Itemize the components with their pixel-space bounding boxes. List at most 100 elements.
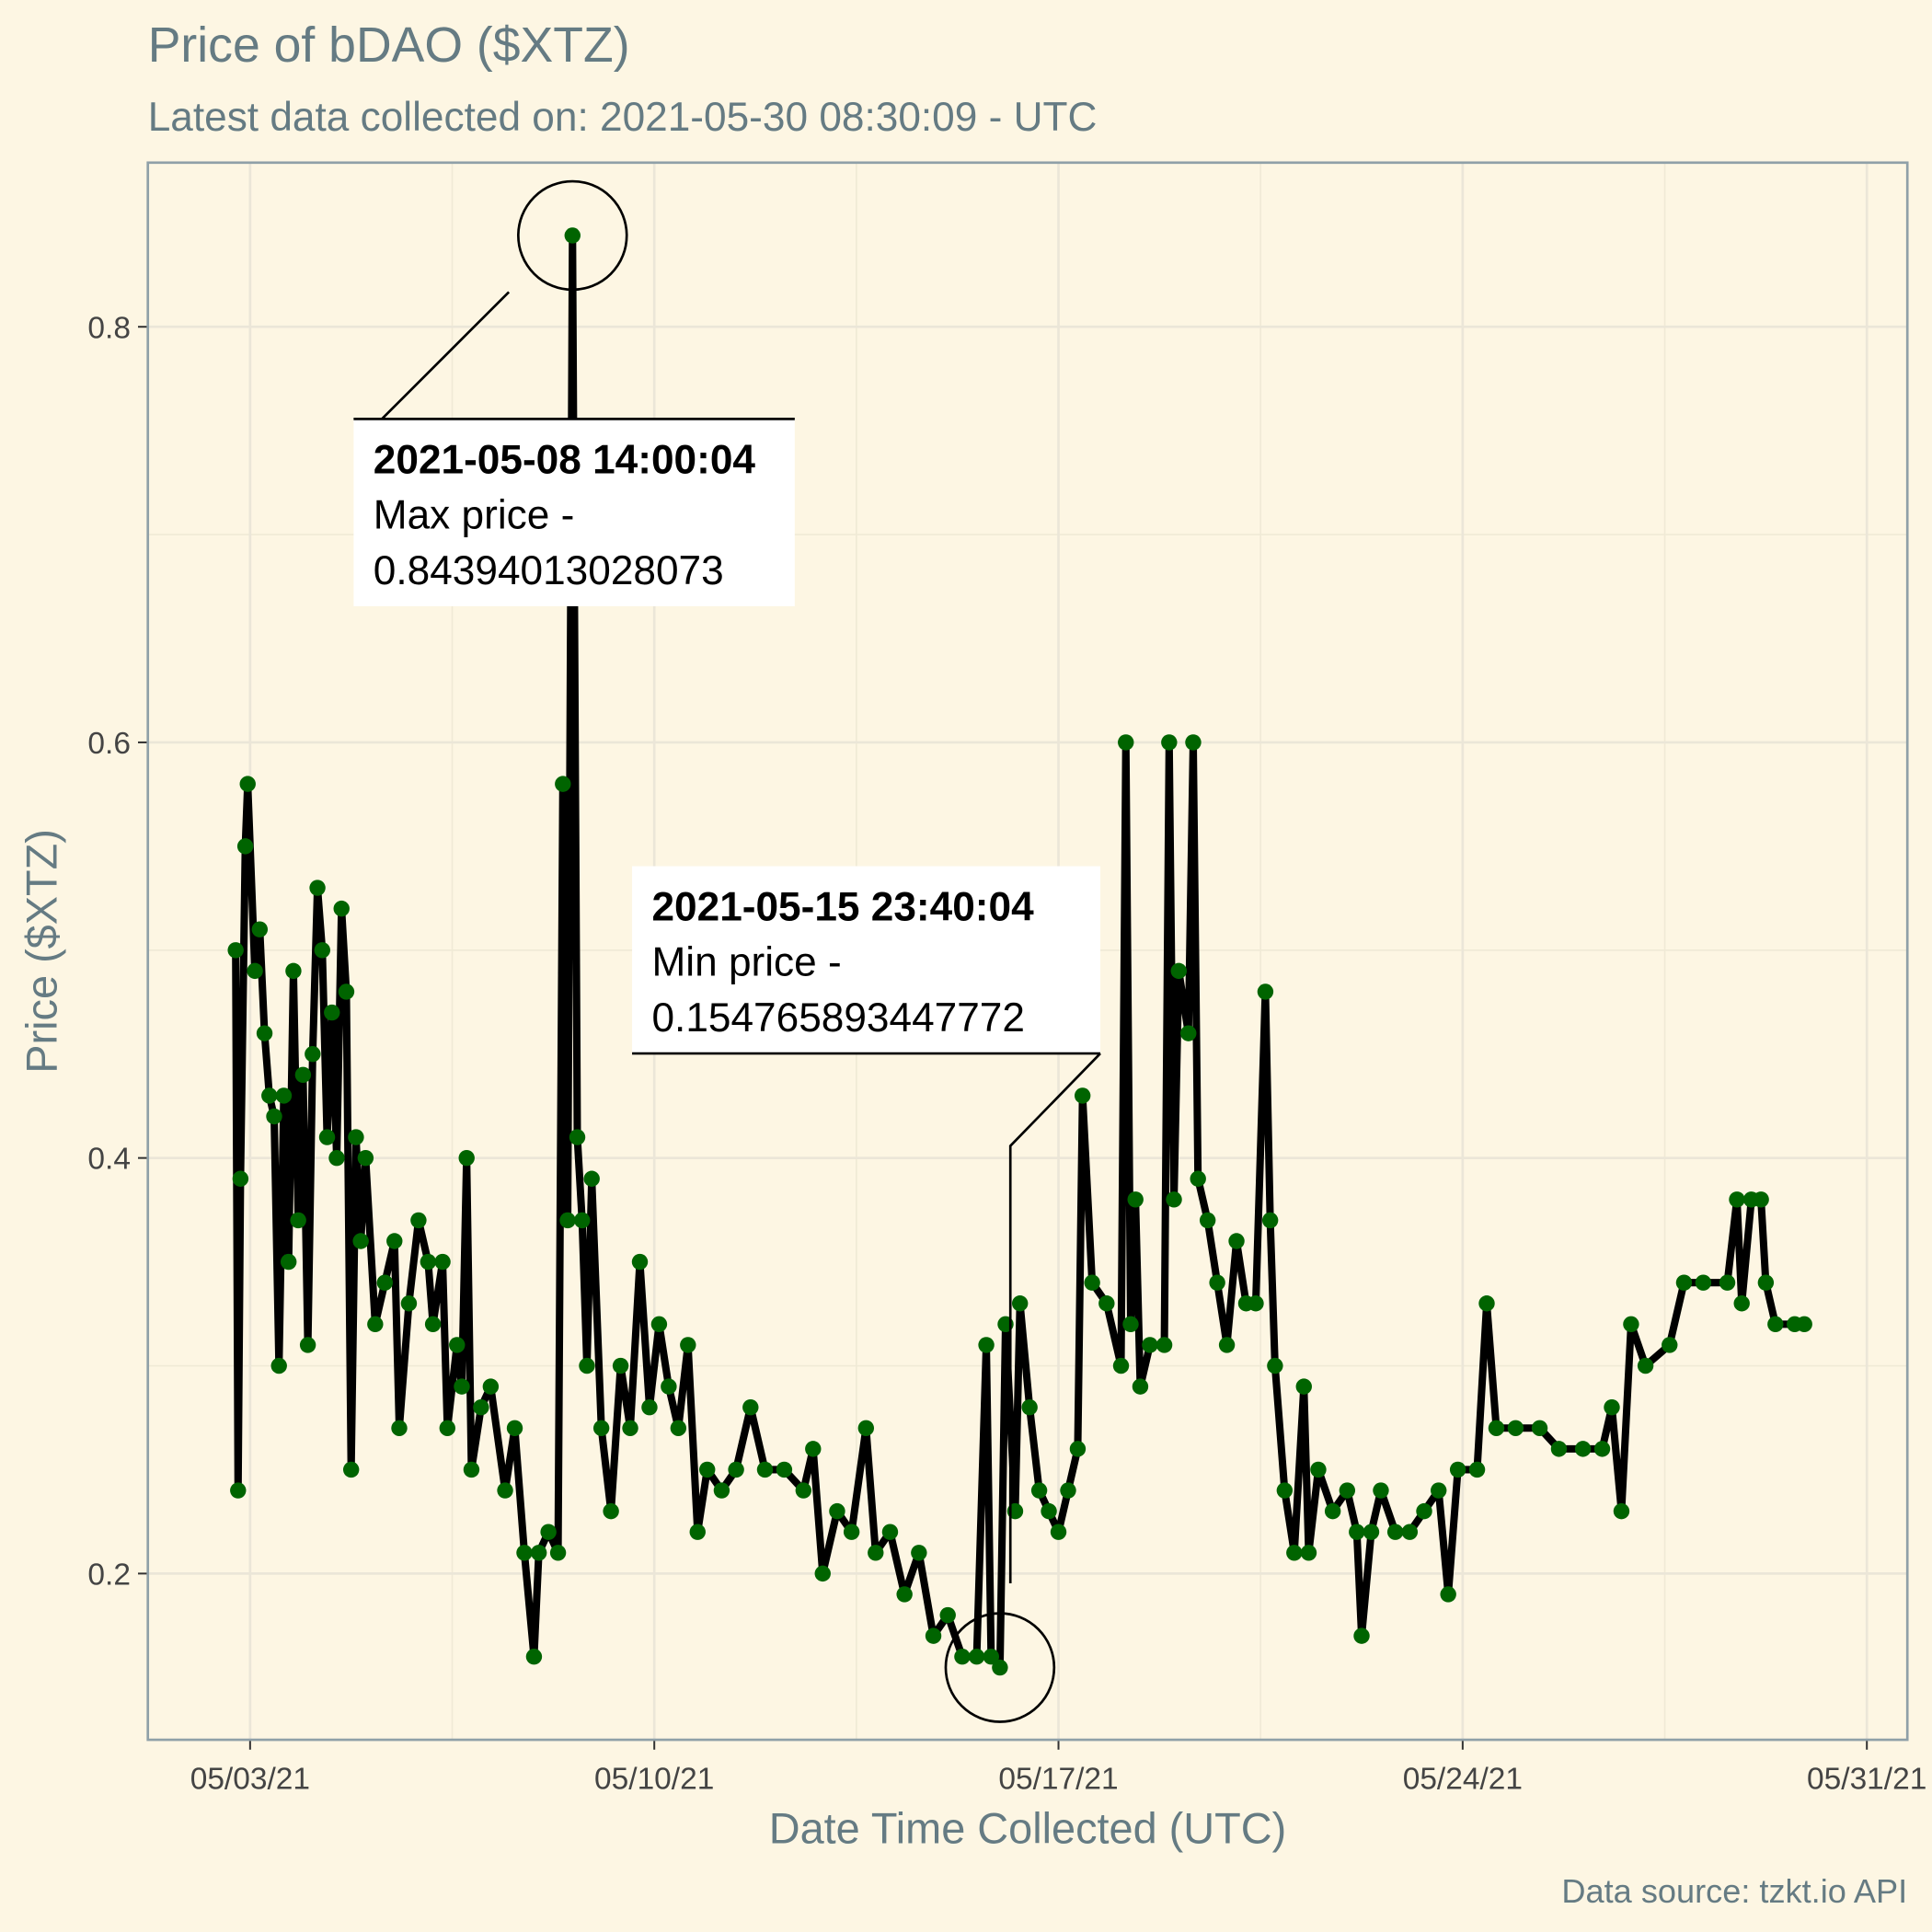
price-point (1363, 1524, 1380, 1540)
annotation-box (632, 866, 1100, 1054)
price-point (1142, 1337, 1158, 1353)
price-point (1190, 1170, 1206, 1187)
price-point (1098, 1295, 1115, 1312)
price-point (1295, 1378, 1312, 1395)
price-point (424, 1316, 442, 1333)
price-point (1069, 1441, 1087, 1457)
price-point (1267, 1357, 1283, 1374)
price-point (814, 1565, 831, 1582)
price-point (1386, 1524, 1404, 1540)
annotation-text: Max price - (374, 493, 575, 538)
price-point (650, 1316, 668, 1333)
price-point (1248, 1295, 1264, 1312)
price-point (564, 227, 581, 244)
price-point (236, 838, 254, 855)
price-point (954, 1649, 971, 1665)
plot-border (146, 161, 1909, 1742)
y-tick-label: 0.2 (87, 1558, 131, 1592)
price-point (1613, 1502, 1630, 1520)
price-point (1593, 1441, 1611, 1457)
chart-title: Price of bDAO ($XTZ) (148, 18, 630, 73)
price-point (622, 1420, 638, 1436)
price-point (1310, 1461, 1327, 1478)
price-point (256, 1025, 273, 1041)
price-point (305, 1046, 321, 1063)
price-point (1199, 1212, 1216, 1229)
price-point (1729, 1191, 1745, 1208)
price-point (333, 900, 350, 917)
y-tick-label: 0.4 (87, 1143, 131, 1177)
price-point (1695, 1274, 1712, 1291)
price-point (540, 1524, 557, 1540)
price-point (1257, 983, 1274, 1000)
annotation: 2021-05-08 14:00:04 Max price - 0.84394013… (353, 419, 795, 606)
price-point (239, 776, 256, 792)
price-point (983, 1649, 1000, 1665)
x-axis-title: Date Time Collected (UTC) (769, 1805, 1286, 1853)
price-point (1286, 1545, 1303, 1561)
price-point (1084, 1274, 1100, 1291)
price-point (776, 1461, 793, 1478)
price-point (569, 1129, 586, 1145)
x-tick-label: 05/24/21 (1403, 1763, 1523, 1797)
price-point (1373, 1482, 1389, 1499)
price-point (266, 1108, 282, 1125)
price-point (1127, 1191, 1144, 1208)
price-point (1041, 1502, 1057, 1520)
price-point (689, 1524, 706, 1540)
price-point (314, 942, 331, 959)
price-point (1531, 1420, 1548, 1436)
price-point (911, 1545, 927, 1561)
price-point (1261, 1212, 1279, 1229)
price-point (1300, 1545, 1317, 1561)
price-point (1623, 1316, 1639, 1333)
price-point (661, 1378, 677, 1395)
price-point (1161, 734, 1178, 751)
price-point (1060, 1482, 1076, 1499)
price-point (1011, 1295, 1029, 1312)
price-point (1604, 1398, 1620, 1416)
price-point (400, 1295, 418, 1312)
price-point (579, 1357, 595, 1374)
x-tick-label: 05/03/21 (190, 1763, 310, 1797)
price-point (1349, 1524, 1365, 1540)
price-point (342, 1461, 360, 1478)
price-point (583, 1170, 600, 1187)
annotation: 2021-05-15 23:40:04 Min price - 0.15476589… (632, 866, 1100, 1054)
price-point (352, 1233, 369, 1249)
price-point (1353, 1627, 1370, 1644)
price-point (294, 1066, 312, 1084)
price-point (1050, 1524, 1067, 1540)
highlight-circle (517, 179, 628, 292)
price-point (482, 1378, 500, 1395)
price-point (612, 1357, 629, 1374)
price-point (1122, 1316, 1139, 1333)
chart-subtitle: Latest data collected on: 2021-05-30 08:… (148, 95, 1098, 140)
price-point (1449, 1461, 1466, 1478)
price-point (728, 1461, 744, 1478)
price-point (338, 983, 355, 1000)
price-point (261, 1087, 278, 1104)
price-point (434, 1253, 451, 1271)
price-point (896, 1586, 913, 1603)
price-point (1166, 1191, 1182, 1208)
price-point (247, 962, 263, 980)
price-point (574, 1212, 591, 1229)
price-point (299, 1337, 316, 1353)
price-point (1416, 1502, 1432, 1520)
price-point (1401, 1524, 1419, 1540)
price-point (1030, 1482, 1048, 1499)
price-point (449, 1337, 466, 1353)
price-point (420, 1253, 437, 1271)
price-point (1021, 1398, 1038, 1416)
price-point (270, 1357, 287, 1374)
price-point (670, 1420, 687, 1436)
price-point (367, 1316, 384, 1333)
price-point (857, 1420, 875, 1436)
price-point (1228, 1233, 1245, 1249)
highlight-circle (944, 1612, 1056, 1723)
price-point (756, 1461, 774, 1478)
price-point (829, 1502, 845, 1520)
price-point (1324, 1502, 1341, 1520)
price-point (631, 1253, 649, 1271)
